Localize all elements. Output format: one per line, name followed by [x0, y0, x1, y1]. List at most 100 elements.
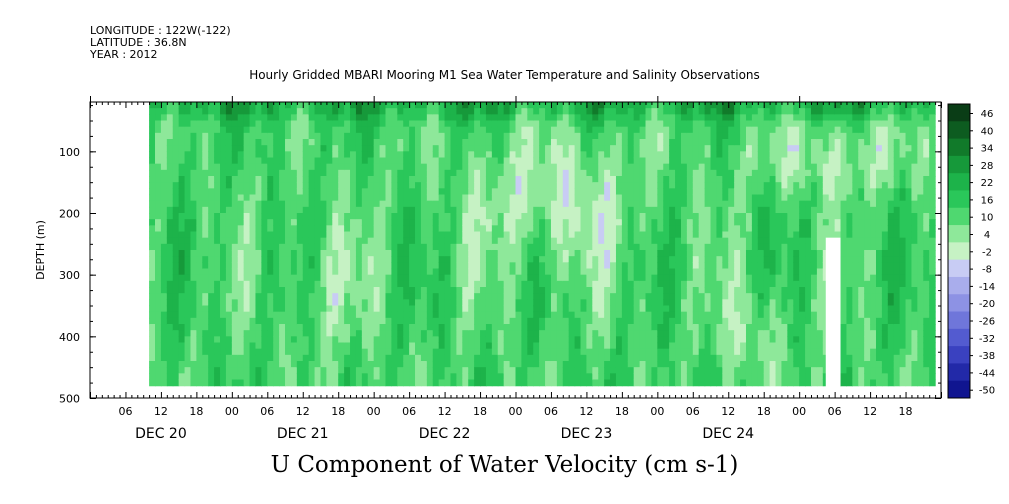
heatmap-cell: [379, 342, 387, 350]
heatmap-cell: [332, 243, 339, 251]
heatmap-cell: [202, 188, 209, 196]
heatmap-cell: [710, 268, 718, 276]
heatmap-cell: [338, 367, 345, 374]
heatmap-cell: [686, 336, 694, 344]
heatmap-cell: [320, 317, 327, 325]
heatmap-cell: [468, 299, 475, 307]
heatmap-cell: [491, 317, 499, 325]
heatmap-cell: [444, 250, 452, 257]
heatmap-cell: [255, 274, 262, 282]
heatmap-cell: [290, 379, 298, 387]
heatmap-cell: [350, 182, 357, 189]
heatmap-cell: [615, 324, 623, 331]
heatmap-cell: [373, 348, 381, 356]
heatmap-cell: [302, 243, 310, 251]
heatmap-cell: [751, 219, 759, 226]
heatmap-cell: [474, 206, 481, 214]
heatmap-cell: [686, 114, 694, 122]
heatmap-cell: [533, 324, 540, 331]
heatmap-cell: [314, 206, 322, 214]
heatmap-cell: [296, 225, 304, 233]
heatmap-cell: [225, 139, 233, 146]
heatmap-cell: [763, 176, 771, 183]
heatmap-cell: [261, 132, 268, 140]
heatmap-cell: [763, 317, 771, 325]
heatmap-cell: [592, 379, 599, 387]
heatmap-cell: [562, 182, 570, 189]
heatmap-cell: [509, 287, 517, 294]
heatmap-cell: [373, 287, 381, 294]
heatmap-cell: [385, 268, 392, 276]
heatmap-cell: [184, 336, 192, 344]
heatmap-cell: [480, 225, 487, 233]
heatmap-cell: [657, 194, 664, 202]
heatmap-cell: [775, 139, 783, 146]
heatmap-cell: [415, 114, 422, 122]
heatmap-cell: [267, 268, 274, 276]
heatmap-cell: [598, 139, 605, 146]
heatmap-cell: [367, 200, 375, 208]
heatmap-cell: [344, 379, 351, 387]
heatmap-cell: [462, 169, 469, 177]
heatmap-cell: [373, 299, 381, 307]
heatmap-cell: [261, 317, 268, 325]
heatmap-cell: [574, 330, 582, 337]
heatmap-cell: [344, 126, 351, 134]
heatmap-cell: [350, 280, 357, 288]
heatmap-cell: [391, 145, 398, 152]
heatmap-cell: [332, 157, 339, 165]
heatmap-cell: [657, 293, 664, 300]
heatmap-cell: [769, 367, 777, 374]
heatmap-cell: [267, 354, 274, 362]
heatmap-cell: [615, 213, 623, 220]
heatmap-cell: [610, 219, 617, 226]
heatmap-cell: [361, 237, 369, 245]
heatmap-cell: [686, 151, 694, 159]
heatmap-cell: [214, 176, 221, 183]
heatmap-cell: [740, 287, 747, 294]
heatmap-cell: [450, 132, 457, 140]
heatmap-cell: [149, 182, 156, 189]
heatmap-cell: [267, 305, 274, 313]
heatmap-cell: [450, 188, 457, 196]
heatmap-cell: [745, 114, 753, 122]
heatmap-cell: [338, 256, 345, 263]
heatmap-cell: [680, 311, 688, 319]
heatmap-cell: [397, 169, 404, 177]
heatmap-cell: [545, 157, 552, 165]
heatmap-cell: [379, 157, 387, 165]
heatmap-cell: [710, 243, 718, 251]
heatmap-cell: [680, 188, 688, 196]
heatmap-cell: [763, 225, 771, 233]
heatmap-cell: [592, 354, 599, 362]
heatmap-cell: [243, 132, 251, 140]
heatmap-cell: [468, 293, 475, 300]
heatmap-cell: [190, 367, 197, 374]
heatmap-cell: [332, 361, 339, 368]
heatmap-cell: [225, 262, 233, 270]
heatmap-cell: [728, 336, 735, 344]
heatmap-cell: [338, 225, 345, 233]
heatmap-cell: [740, 299, 747, 307]
heatmap-cell: [397, 231, 404, 239]
heatmap-cell: [255, 194, 262, 202]
heatmap-cell: [751, 256, 759, 263]
heatmap-cell: [710, 274, 718, 282]
heatmap-cell: [503, 139, 511, 146]
heatmap-cell: [308, 237, 316, 245]
heatmap-cell: [722, 157, 729, 165]
heatmap-cell: [610, 194, 617, 202]
heatmap-cell: [149, 342, 156, 350]
heatmap-cell: [491, 342, 499, 350]
heatmap-cell: [763, 132, 771, 140]
heatmap-cell: [166, 151, 174, 159]
heatmap-cell: [172, 311, 180, 319]
heatmap-cell: [740, 219, 747, 226]
heatmap-cell: [296, 367, 304, 374]
heatmap-cell: [314, 188, 322, 196]
heatmap-cell: [692, 250, 700, 257]
heatmap-cell: [438, 367, 446, 374]
heatmap-cell: [344, 169, 351, 177]
heatmap-cell: [367, 262, 375, 270]
heatmap-cell: [184, 108, 192, 115]
